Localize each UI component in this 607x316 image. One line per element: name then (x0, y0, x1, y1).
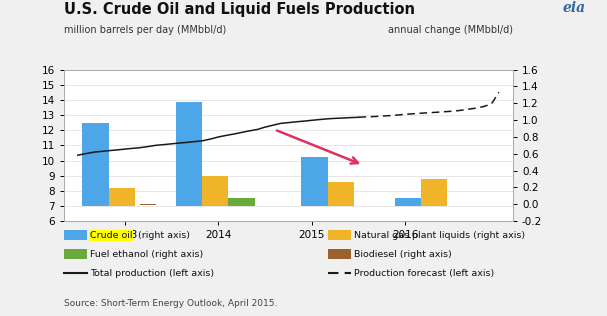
Text: Production forecast (left axis): Production forecast (left axis) (354, 269, 494, 278)
Bar (421, 179, 447, 206)
Text: annual change (MMbbl/d): annual change (MMbbl/d) (388, 25, 513, 35)
Bar (228, 198, 255, 206)
Text: U.S. Crude Oil and Liquid Fuels Production: U.S. Crude Oil and Liquid Fuels Producti… (64, 2, 415, 16)
Bar (83, 123, 109, 206)
Text: Total production (left axis): Total production (left axis) (90, 269, 214, 278)
Bar (202, 176, 228, 206)
Bar (140, 204, 156, 205)
Text: (right axis): (right axis) (135, 231, 191, 240)
Text: million barrels per day (MMbbl/d): million barrels per day (MMbbl/d) (64, 25, 226, 35)
Text: Crude oil: Crude oil (90, 231, 132, 240)
Bar (302, 157, 328, 206)
Text: eia: eia (563, 1, 586, 15)
Bar (395, 198, 421, 206)
Text: Biodiesel (right axis): Biodiesel (right axis) (354, 250, 452, 259)
Text: Natural gas plant liquids (right axis): Natural gas plant liquids (right axis) (354, 231, 525, 240)
Bar (328, 182, 354, 206)
Text: Fuel ethanol (right axis): Fuel ethanol (right axis) (90, 250, 203, 259)
Bar (176, 102, 202, 206)
Text: Source: Short-Term Energy Outlook, April 2015.: Source: Short-Term Energy Outlook, April… (64, 299, 277, 308)
Bar (109, 188, 135, 206)
